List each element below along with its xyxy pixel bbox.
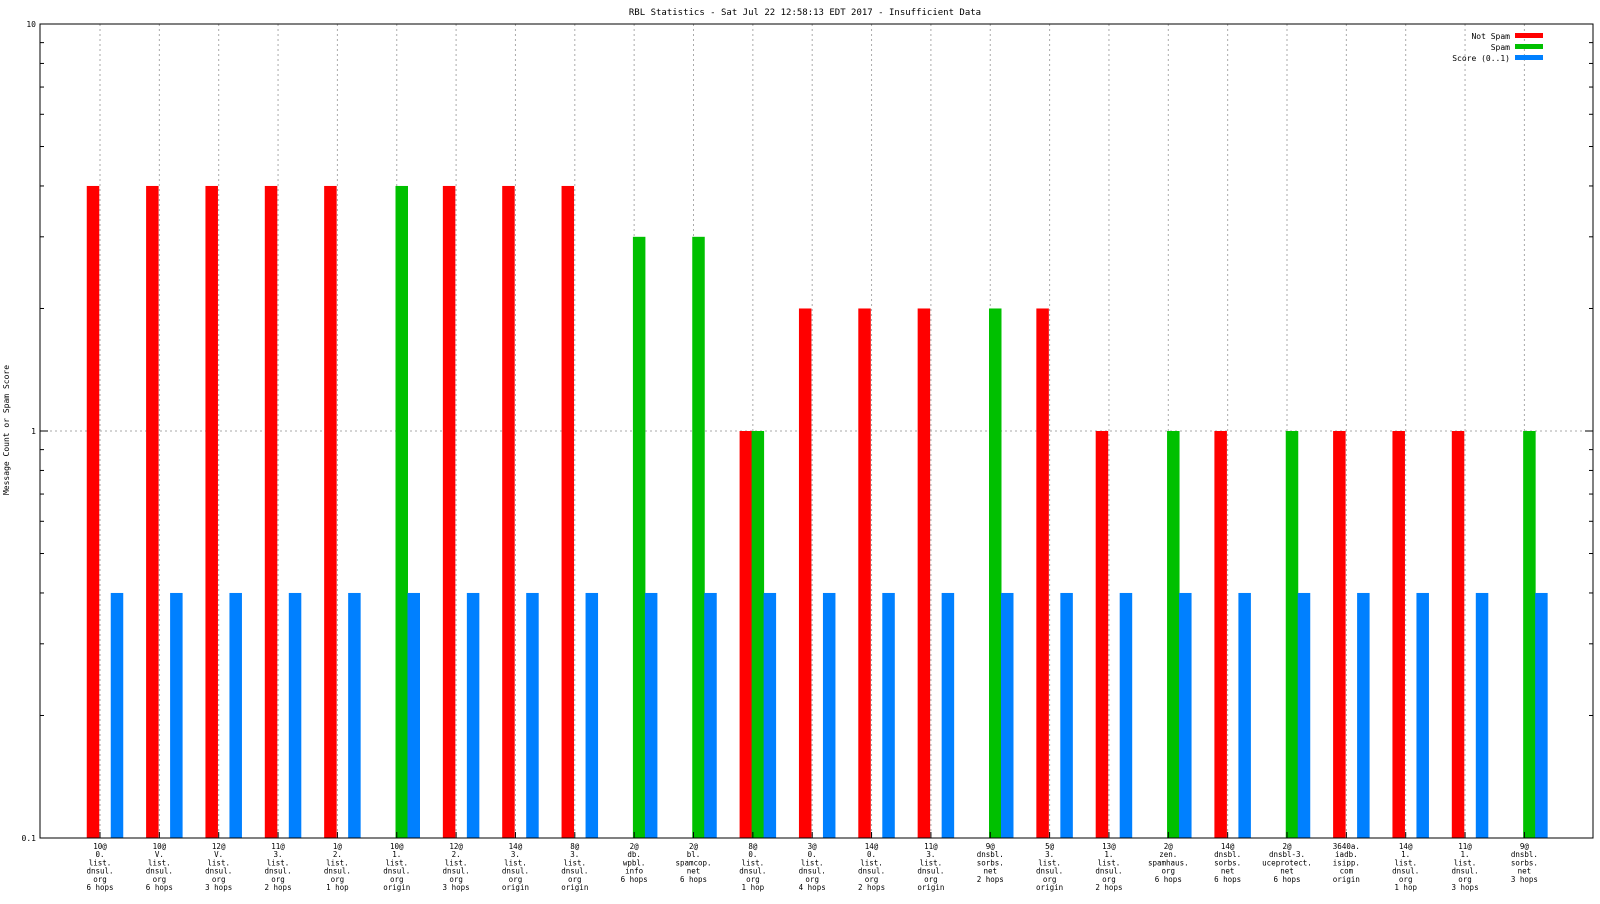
x-tick-label: 1@ 2. list. dnsul. org 1 hop <box>324 842 351 892</box>
bar <box>1416 592 1429 838</box>
x-tick-label: 2@ db. wpbl. info 6 hops <box>621 842 648 884</box>
legend-label: Spam <box>1491 43 1510 52</box>
bar <box>704 592 717 838</box>
x-tick-label: 8@ 3. list. dnsul. org origin <box>561 842 588 892</box>
bar <box>798 308 812 838</box>
bar <box>110 592 124 838</box>
bar <box>170 592 183 838</box>
x-tick-label: 12@ V. list. dnsul. org 3 hops <box>205 842 232 892</box>
bar <box>1167 431 1180 838</box>
bar <box>1214 431 1227 838</box>
legend-swatch <box>1515 55 1543 60</box>
bar <box>739 431 753 838</box>
chart-title: RBL Statistics - Sat Jul 22 12:58:13 EDT… <box>629 8 981 18</box>
bar <box>146 185 159 839</box>
x-tick-label: 10@ V. list. dnsul. org 6 hops <box>146 842 173 892</box>
bar <box>1285 431 1299 838</box>
bar <box>561 185 575 839</box>
x-tick-label: 14@ 0. list. dnsul. org 2 hops <box>858 842 885 892</box>
bar <box>1001 592 1014 838</box>
bar <box>822 592 836 838</box>
legend: Not Spam Spam Score (0..1) <box>1452 32 1543 63</box>
bar <box>941 592 955 838</box>
x-tick-label: 2@ dnsbl-3. uceprotect. net 6 hops <box>1262 842 1312 884</box>
bars-layer <box>86 185 1548 839</box>
bar <box>989 308 1002 838</box>
x-tick-label: 11@ 3. list. dnsul. org origin <box>917 842 944 892</box>
bar <box>1523 431 1536 838</box>
bar <box>526 592 539 838</box>
bar <box>229 592 242 838</box>
x-tick-label: 13@ 1. list. dnsul. org 2 hops <box>1095 842 1122 892</box>
bar <box>288 592 302 838</box>
y-tick-label: 0.1 <box>22 834 37 843</box>
y-axis-label: Message Count or Spam Score <box>2 365 11 495</box>
legend-swatch <box>1515 33 1543 38</box>
bar <box>1357 592 1370 838</box>
x-tick-label: 5@ 3. list. dnsul. org origin <box>1036 842 1063 892</box>
bar <box>1333 431 1346 838</box>
bar <box>1060 592 1073 838</box>
x-tick-label: 10@ 0. list. dnsul. org 6 hops <box>86 842 113 892</box>
x-tick-label: 11@ 3. list. dnsul. org 2 hops <box>265 842 292 892</box>
bar <box>1451 431 1465 838</box>
bar <box>1036 308 1049 838</box>
x-tick-label: 14@ 3. list. dnsul. org origin <box>502 842 529 892</box>
bar <box>751 431 765 838</box>
bar <box>86 185 100 839</box>
x-tick-labels: 10@ 0. list. dnsul. org 6 hops 10@ V. list. dnsul… <box>86 842 1537 892</box>
bar <box>1119 592 1133 838</box>
bar <box>1297 592 1311 838</box>
x-tick-label: 2@ bl. spamcop. net 6 hops <box>675 842 711 884</box>
bar <box>692 236 705 838</box>
x-tick-label: 3@ 0. list. dnsul. org 4 hops <box>799 842 826 892</box>
bar <box>644 592 658 838</box>
bar <box>324 185 337 839</box>
legend-swatch <box>1515 44 1543 49</box>
bar <box>858 308 871 838</box>
x-tick-label: 9@ dnsbl. sorbs. net 3 hops <box>1511 842 1538 884</box>
bar <box>442 185 456 839</box>
y-tick-label: 10 <box>26 20 36 29</box>
x-tick-label: 9@ dnsbl. sorbs. net 2 hops <box>977 842 1004 884</box>
bar <box>1095 431 1109 838</box>
x-tick-label: 11@ 1. list. dnsul. org 3 hops <box>1452 842 1479 892</box>
bar <box>205 185 218 839</box>
bar <box>882 592 895 838</box>
bar <box>585 592 599 838</box>
bar <box>502 185 515 839</box>
bar <box>1179 592 1192 838</box>
bar <box>763 592 777 838</box>
bar <box>1535 592 1548 838</box>
legend-label: Not Spam <box>1471 32 1510 41</box>
bar <box>917 308 931 838</box>
legend-label: Score (0..1) <box>1452 54 1510 63</box>
bar <box>1392 431 1405 838</box>
x-tick-label: 8@ 0. list. dnsul. org 1 hop <box>739 842 766 892</box>
x-tick-label: 2@ zen. spamhaus. org 6 hops <box>1148 842 1189 884</box>
x-tick-label: 12@ 2. list. dnsul. org 3 hops <box>443 842 470 892</box>
bar <box>632 236 646 838</box>
x-tick-label: 14@ 1. list. dnsul. org 1 hop <box>1392 842 1419 892</box>
x-tick-label: 10@ 1. list. dnsul. org origin <box>383 842 410 892</box>
x-tick-label: 14@ dnsbl. sorbs. net 6 hops <box>1214 842 1241 884</box>
bar <box>264 185 278 839</box>
bar <box>407 592 420 838</box>
x-tick-label: 3640a. iadb. isipp. com origin <box>1333 842 1360 884</box>
bar <box>1475 592 1489 838</box>
bar <box>395 185 408 839</box>
bar <box>1238 592 1251 838</box>
ticks-layer: 10 1 0.1 <box>22 20 1593 843</box>
bar <box>466 592 480 838</box>
bar <box>348 592 361 838</box>
y-tick-label: 1 <box>31 427 36 436</box>
